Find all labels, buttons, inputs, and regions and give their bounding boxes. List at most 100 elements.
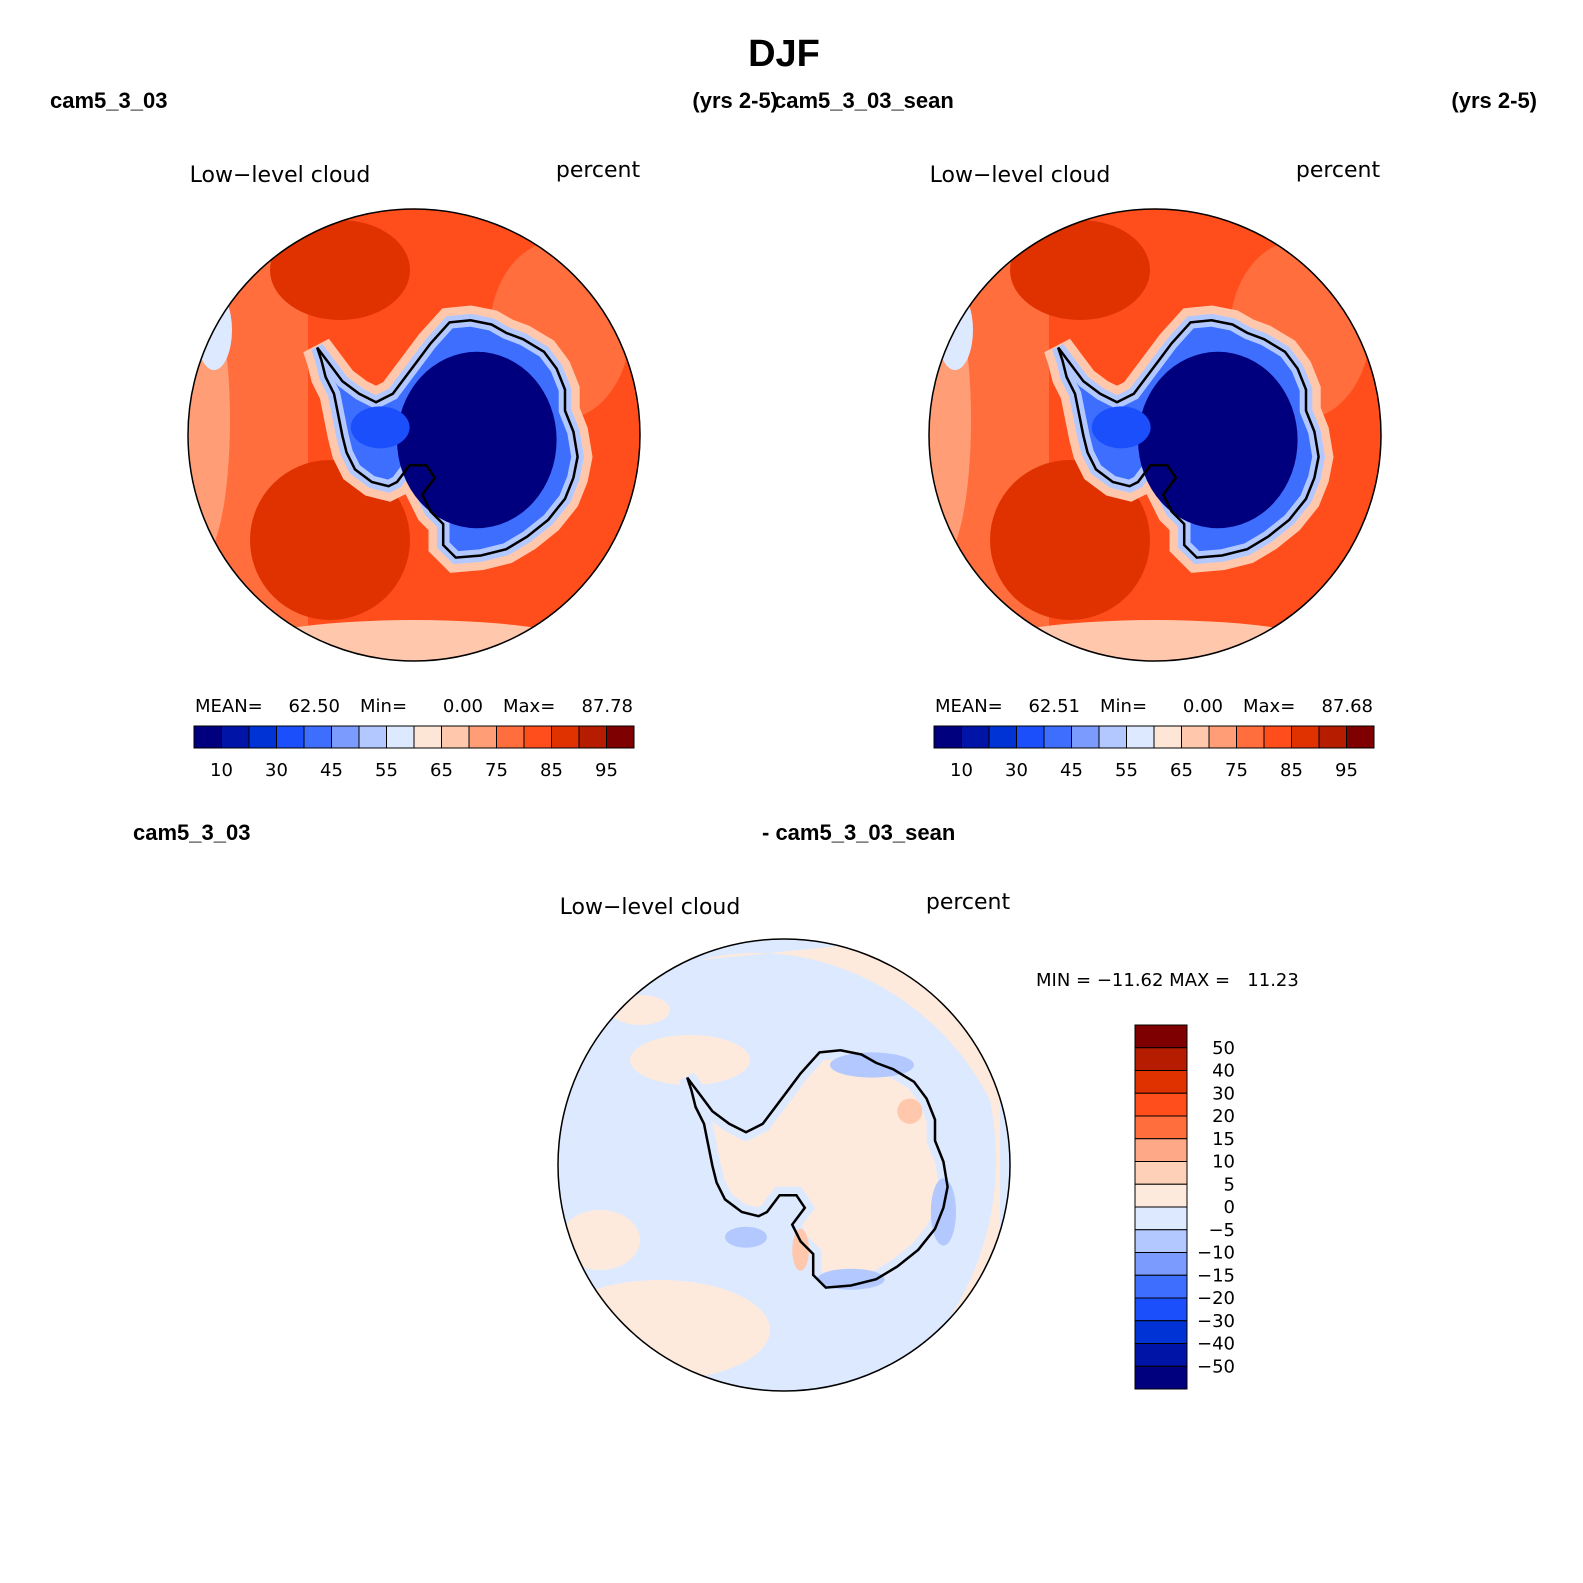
panel-b-min-value: 0.00 [1183, 696, 1223, 717]
panel-a-colorbar-box [331, 725, 360, 749]
panel-a-colorbar-tick: 30 [265, 760, 288, 781]
diff-colorbar-box [1134, 1343, 1188, 1367]
panel-a-colorbar-box [193, 725, 222, 749]
panel-a-colorbar-box [441, 725, 470, 749]
panel-b-map [929, 209, 1381, 661]
panel-b: Low−level cloud percent MEAN= 62.51 Min= [928, 158, 1382, 781]
panel-a-max-value: 87.78 [581, 696, 633, 717]
panel-a-units-label: percent [556, 158, 641, 183]
diff-colorbar-tick: 50 [1212, 1038, 1235, 1059]
diff-minmax-text: MIN = −11.62 MAX = 11.23 [1036, 970, 1299, 991]
diff-colorbar-box [1134, 1115, 1188, 1140]
panel-a-mean-label: MEAN= [195, 696, 263, 717]
panel-b-max-value: 87.68 [1321, 696, 1373, 717]
diff-units-label: percent [926, 890, 1011, 915]
diff-colorbar-tick: −40 [1197, 1334, 1235, 1355]
panel-a-min-value: 0.00 [443, 696, 483, 717]
panel-b-colorbar-box [1126, 725, 1155, 749]
panel-b-field-label: Low−level cloud [930, 163, 1111, 188]
panel-a-colorbar-tick: 55 [375, 760, 398, 781]
diff-colorbar-box [1134, 1047, 1188, 1071]
panel-b-colorbar-box [961, 725, 990, 749]
panel-b-map-border [928, 208, 1382, 662]
panel-a-map-border [187, 208, 641, 662]
panel-a-max-label: Max= [503, 696, 555, 717]
panel-b-colorbar-tick: 75 [1225, 760, 1248, 781]
panel-b-colorbar-box [1236, 725, 1265, 749]
diff-colorbar-box [1134, 1183, 1188, 1208]
panel-a-colorbar-box [523, 725, 552, 749]
panel-b-colorbar-box [1181, 725, 1210, 749]
diff-case-b-label: - cam5_3_03_sean [762, 820, 955, 845]
diff-map-border [557, 938, 1011, 1392]
diff-colorbar-box [1134, 1274, 1188, 1299]
panel-b-colorbar-box [1318, 725, 1347, 749]
diff-colorbar-tick: 40 [1212, 1061, 1235, 1082]
panel-a-years-label: (yrs 2-5) [692, 88, 778, 113]
panel-b-case-label: cam5_3_03_sean [774, 88, 954, 113]
panel-b-colorbar: 10 30 45 55 65 75 85 95 [933, 725, 1375, 781]
panel-a-colorbar-tick: 95 [595, 760, 618, 781]
panel-a-colorbar-box [303, 725, 332, 749]
panel-a-colorbar-tick: 85 [540, 760, 563, 781]
panel-a-colorbar-box [276, 725, 305, 749]
panel-b-colorbar-box [1208, 725, 1237, 749]
panel-b-colorbar-tick: 85 [1280, 760, 1303, 781]
panel-a-colorbar-box [358, 725, 387, 749]
diff-colorbar-tick: 10 [1212, 1152, 1235, 1173]
panel-b-stats: MEAN= 62.51 Min= 0.00 Max= 87.68 [935, 696, 1373, 717]
diff-map [558, 939, 1010, 1391]
panel-b-units-label: percent [1296, 158, 1381, 183]
panel-a-colorbar-tick: 65 [430, 760, 453, 781]
diff-colorbar-tick: −5 [1208, 1220, 1235, 1241]
panel-a-colorbar-box [606, 725, 635, 749]
diff-colorbar-box [1134, 1252, 1188, 1276]
panel-b-max-label: Max= [1243, 696, 1295, 717]
panel-a-colorbar-tick: 45 [320, 760, 343, 781]
panel-b-colorbar-tick: 55 [1115, 760, 1138, 781]
diff-field-label: Low−level cloud [560, 895, 741, 920]
diff-colorbar-box [1134, 1206, 1188, 1231]
diff-colorbar-tick: −15 [1197, 1265, 1235, 1286]
panel-a-colorbar-box [578, 725, 607, 749]
diff-colorbar-box [1134, 1161, 1188, 1185]
panel-a-case-label: cam5_3_03 [50, 88, 167, 113]
diff-colorbar-box [1134, 1320, 1188, 1344]
panel-b-colorbar-tick: 30 [1005, 760, 1028, 781]
panel-a-stats: MEAN= 62.50 Min= 0.00 Max= 87.78 [195, 696, 633, 717]
panel-a-min-label: Min= [360, 696, 407, 717]
panel-b-mean-label: MEAN= [935, 696, 1003, 717]
diff-colorbar-tick: 15 [1212, 1129, 1235, 1150]
diff-case-a-label: cam5_3_03 [133, 820, 250, 845]
diff-colorbar-box [1134, 1365, 1188, 1390]
diff-colorbar-box [1134, 1092, 1188, 1117]
diff-colorbar-tick: −20 [1197, 1288, 1235, 1309]
panel-b-colorbar-box [1098, 725, 1127, 749]
panel-b-colorbar-tick: 10 [950, 760, 973, 781]
panel-a-colorbar-box [386, 725, 415, 749]
panel-a-colorbar: 10 30 45 55 65 75 85 95 [193, 725, 635, 781]
panel-b-colorbar-box [1043, 725, 1072, 749]
diff-colorbar-tick: 0 [1224, 1197, 1235, 1218]
diff-colorbar-tick: −10 [1197, 1243, 1235, 1264]
diff-colorbar-box [1134, 1138, 1188, 1162]
diff-colorbar-box [1134, 1070, 1188, 1094]
panel-b-mean-value: 62.51 [1028, 696, 1080, 717]
panel-b-colorbar-box [1016, 725, 1045, 749]
panel-b-colorbar-box [1291, 725, 1320, 749]
panel-b-years-label: (yrs 2-5) [1451, 88, 1537, 113]
panel-b-colorbar-box [1153, 725, 1182, 749]
panel-a-colorbar-tick: 10 [210, 760, 233, 781]
panel-b-colorbar-box [1071, 725, 1100, 749]
diff-colorbar-box [1134, 1297, 1188, 1322]
panel-b-colorbar-tick: 95 [1335, 760, 1358, 781]
panel-a-colorbar-tick: 75 [485, 760, 508, 781]
panel-a-colorbar-box [468, 725, 497, 749]
panel-a-colorbar-box [496, 725, 525, 749]
diff-colorbar-tick: 20 [1212, 1106, 1235, 1127]
figure-title: DJF [748, 33, 820, 75]
panel-b-colorbar-box [988, 725, 1017, 749]
panel-b-colorbar-tick: 45 [1060, 760, 1083, 781]
